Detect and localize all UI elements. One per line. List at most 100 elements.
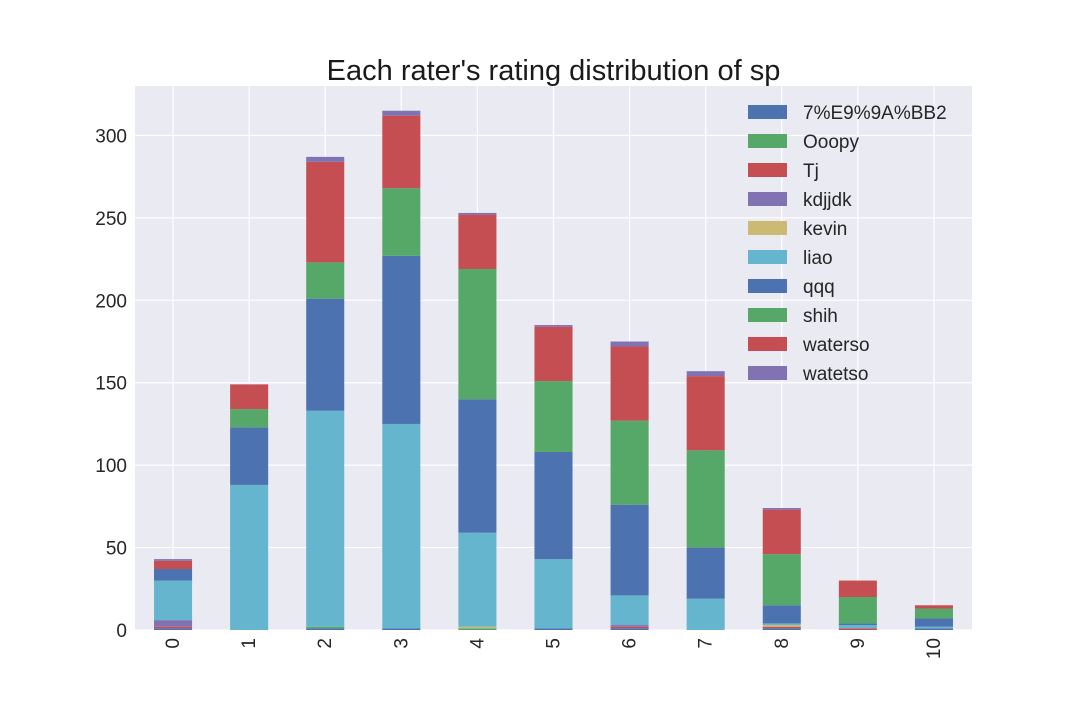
bar-segment [382, 423, 421, 629]
bar-segment [838, 625, 877, 629]
bar-segment [154, 628, 193, 630]
x-tick-label: 7 [696, 638, 717, 649]
y-tick-label: 50 [106, 539, 127, 560]
bar-segment [382, 110, 421, 116]
x-tick-label: 5 [544, 638, 565, 649]
bar-segment [534, 381, 573, 452]
legend-label: 7%E9%9A%BB2 [803, 103, 947, 124]
bar-segment [306, 161, 345, 263]
legend-swatch [748, 250, 787, 264]
x-tick-label: 3 [391, 638, 412, 649]
bar-segment [458, 268, 497, 400]
bar-segment [762, 625, 801, 627]
bar-segment [762, 628, 801, 630]
bar-segment [458, 626, 497, 629]
y-tick-label: 200 [95, 291, 127, 312]
x-tick-label: 4 [467, 638, 488, 649]
bar-segment [914, 618, 953, 627]
bar-segment [914, 626, 953, 629]
x-tick-label: 8 [772, 638, 793, 649]
legend-swatch [748, 221, 787, 235]
x-tick-label: 1 [239, 638, 260, 649]
bar-segment [534, 559, 573, 629]
legend-label: kevin [803, 219, 847, 240]
bar-segment [458, 212, 497, 215]
y-tick-labels: 0 50 100 150 200 250 300 [95, 126, 127, 642]
bar-segment [534, 325, 573, 327]
bar-segment [154, 626, 193, 629]
bar-segment [230, 384, 269, 410]
legend-swatch [748, 279, 787, 293]
bar-segment [762, 605, 801, 624]
bar-segment [458, 214, 497, 269]
bar-segment [762, 626, 801, 629]
bar-segment [154, 569, 193, 581]
x-tick-label: 2 [315, 638, 336, 649]
bar-segment [762, 623, 801, 626]
legend-swatch [748, 337, 787, 351]
chart-title: Each rater's rating distribution of sp [327, 55, 781, 87]
bar-segment [306, 626, 345, 629]
x-tick-label: 6 [620, 638, 641, 649]
bar-segment [610, 625, 649, 627]
y-tick-label: 0 [116, 621, 127, 642]
bar-segment [534, 628, 573, 630]
legend-swatch [748, 163, 787, 177]
bar-segment [382, 115, 421, 189]
bar-segment [154, 620, 193, 627]
bar-segment [686, 371, 725, 377]
bar-segment [534, 451, 573, 560]
bar-segment [458, 399, 497, 533]
bar-segment [230, 427, 269, 485]
x-tick-label: 0 [163, 638, 184, 649]
legend-swatch [748, 134, 787, 148]
bar-segment [306, 410, 345, 627]
bar-segment [686, 547, 725, 599]
y-tick-label: 150 [95, 374, 127, 395]
bar-segment [686, 450, 725, 548]
bar-segment [306, 262, 345, 299]
bar-segment [382, 628, 421, 630]
y-tick-label: 250 [95, 209, 127, 230]
bar-segment [610, 595, 649, 626]
legend-label: qqq [803, 277, 835, 298]
legend-label: shih [803, 306, 838, 327]
bar-segment [914, 628, 953, 630]
bar-segment [838, 580, 877, 598]
x-tick-labels: 0 1 2 3 4 5 6 7 8 9 10 [163, 638, 945, 660]
legend: 7%E9%9A%BB2 Ooopy Tj kdjjdk kevin liao qqq shih… [748, 103, 947, 385]
bar-segment [762, 509, 801, 555]
bar-segment [458, 532, 497, 627]
bar-segment [306, 298, 345, 411]
bar-segment [610, 341, 649, 347]
bar-segment [154, 560, 193, 570]
bar-segment [914, 608, 953, 619]
bar-segment [914, 605, 953, 609]
bar-segment [230, 409, 269, 428]
bar-segment [610, 628, 649, 630]
bar-segment [610, 346, 649, 421]
legend-label: Ooopy [803, 132, 859, 153]
x-tick-label: 10 [924, 638, 945, 659]
bar-segment [154, 559, 193, 561]
bar-segment [534, 326, 573, 382]
bar-segment [838, 623, 877, 626]
bar-segment [154, 580, 193, 621]
bar-segment [382, 188, 421, 256]
bar-segment [762, 554, 801, 606]
bar-segment [306, 628, 345, 630]
legend-label: kdjjdk [803, 190, 852, 211]
bar-segment [610, 504, 649, 596]
legend-label: watetso [802, 364, 868, 385]
bar-segment [686, 376, 725, 451]
y-tick-label: 300 [95, 126, 127, 147]
bar-segment [458, 628, 497, 630]
legend-swatch [748, 105, 787, 119]
legend-label: liao [803, 248, 833, 269]
bar-segment [610, 626, 649, 629]
x-tick-label: 9 [848, 638, 869, 649]
legend-swatch [748, 366, 787, 380]
y-tick-label: 100 [95, 456, 127, 477]
legend-swatch [748, 192, 787, 206]
